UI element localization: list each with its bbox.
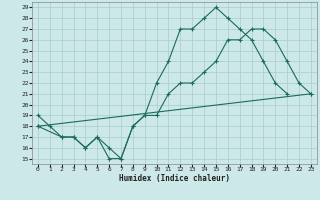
X-axis label: Humidex (Indice chaleur): Humidex (Indice chaleur) — [119, 174, 230, 183]
